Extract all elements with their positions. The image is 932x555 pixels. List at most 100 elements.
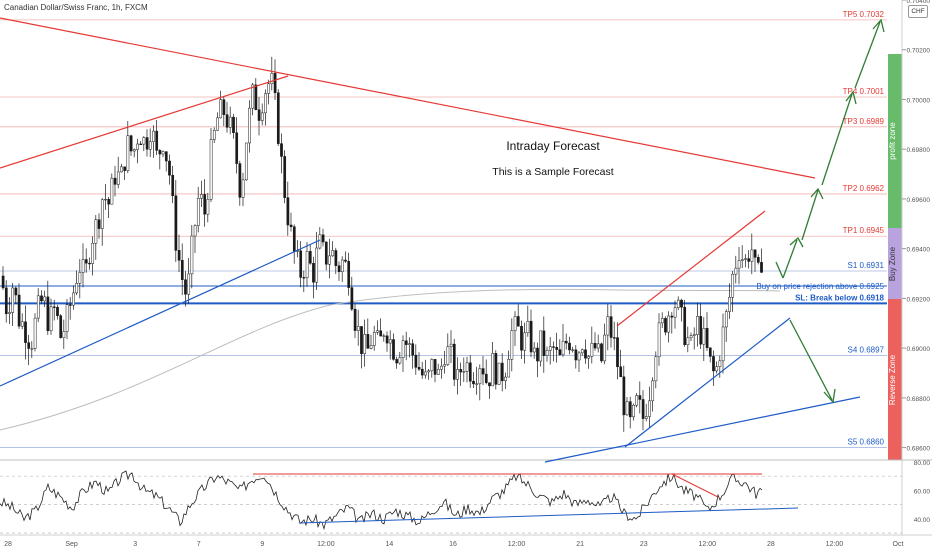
candle-down xyxy=(17,294,21,327)
candle-down xyxy=(609,316,613,338)
candle-up xyxy=(696,316,699,335)
candle-up xyxy=(388,339,392,344)
rising-wedge-resistance xyxy=(616,210,766,327)
currency-badge[interactable]: CHF xyxy=(908,5,928,18)
candle-up xyxy=(216,117,219,131)
candle-up xyxy=(193,225,197,237)
candle-up xyxy=(510,330,514,360)
candle-down xyxy=(459,369,463,373)
candle-down xyxy=(760,262,763,273)
page-title: Canadian Dollar/Swiss Franc, 1h, FXCM xyxy=(4,3,148,12)
time-tick-label: 9 xyxy=(260,541,264,548)
candle-up xyxy=(718,360,722,367)
price-tick-label: 0.68800 xyxy=(907,396,931,403)
candle-up xyxy=(318,234,322,249)
candle-down xyxy=(347,261,351,288)
candle-up xyxy=(577,352,581,361)
price-tick-label: 0.70400 xyxy=(907,0,931,5)
candle-down xyxy=(113,177,117,185)
candle-up xyxy=(331,250,335,257)
candle-up xyxy=(43,296,47,302)
candle-up xyxy=(651,380,655,402)
candle-up xyxy=(721,326,725,362)
candle-up xyxy=(632,404,635,418)
candle-up xyxy=(478,368,482,385)
candle-down xyxy=(584,349,587,359)
candle-up xyxy=(110,177,114,205)
candle-down xyxy=(680,299,683,308)
candle-down xyxy=(616,337,619,368)
candle-down xyxy=(670,315,674,318)
candle-up xyxy=(136,143,139,150)
candle-down xyxy=(379,330,383,337)
candle-up xyxy=(504,376,507,382)
candle-up xyxy=(91,242,95,264)
candle-up xyxy=(676,299,680,308)
candle-up xyxy=(340,259,344,273)
candle-down xyxy=(1,275,5,289)
arrow-head-down xyxy=(823,388,836,404)
candle-down xyxy=(123,166,127,171)
candle-down xyxy=(417,367,421,370)
candle-up xyxy=(126,135,130,171)
candle-up xyxy=(740,259,744,261)
candle-down xyxy=(366,334,370,349)
candle-up xyxy=(731,273,735,298)
candle-up xyxy=(440,365,443,370)
candle-down xyxy=(385,335,389,344)
candle-down xyxy=(619,366,623,378)
candle-up xyxy=(248,107,251,144)
rising-wedge-support xyxy=(624,317,791,448)
candle-up xyxy=(209,139,213,200)
candle-down xyxy=(40,295,43,302)
buy-zone-label: Buy Zone xyxy=(888,246,897,281)
candle-up xyxy=(539,330,543,362)
candle-up xyxy=(8,312,11,315)
candle-up xyxy=(744,258,747,260)
candle-up xyxy=(606,316,610,336)
candle-up xyxy=(148,141,152,150)
candle-down xyxy=(56,306,59,316)
candle-down xyxy=(14,287,18,296)
candle-down xyxy=(353,308,357,331)
candle-down xyxy=(452,343,456,380)
candle-down xyxy=(708,347,712,357)
candle-down xyxy=(283,156,287,198)
rsi-tick-label: 60.00 xyxy=(914,488,931,495)
reverse-zone-band xyxy=(888,299,902,460)
candle-up xyxy=(161,151,165,155)
price-tick-label: 0.70000 xyxy=(907,97,931,104)
arrow-head-4 xyxy=(872,18,885,33)
candle-down xyxy=(433,359,437,375)
level-label-target: TP3 0.6989 xyxy=(843,117,885,126)
time-tick-label: 28 xyxy=(4,541,12,548)
candle-down xyxy=(59,315,63,338)
candle-up xyxy=(526,320,530,334)
candle-down xyxy=(155,130,159,151)
candle-up xyxy=(206,199,210,215)
candle-up xyxy=(561,340,565,356)
candle-up xyxy=(219,99,223,119)
buy-note: Buy on price rejection above 0.6925 xyxy=(756,282,884,291)
candle-up xyxy=(750,249,754,262)
candle-up xyxy=(228,116,232,128)
candle-up xyxy=(20,321,24,327)
candle-down xyxy=(286,197,290,226)
candle-up xyxy=(436,368,440,375)
time-tick-label: 12:00 xyxy=(317,541,335,548)
time-tick-label: 16 xyxy=(449,541,457,548)
candle-down xyxy=(257,109,261,121)
price-tick-label: 0.69800 xyxy=(907,147,931,154)
candle-down xyxy=(52,306,56,308)
candle-down xyxy=(500,362,504,382)
level-label-target: TP1 0.6945 xyxy=(843,226,885,235)
arrow-head-2 xyxy=(810,187,824,200)
candle-down xyxy=(395,359,399,364)
candle-down xyxy=(184,279,187,295)
candle-up xyxy=(654,356,658,382)
candle-up xyxy=(120,166,123,173)
buy-zone-band xyxy=(888,228,902,299)
candle-up xyxy=(686,337,690,345)
